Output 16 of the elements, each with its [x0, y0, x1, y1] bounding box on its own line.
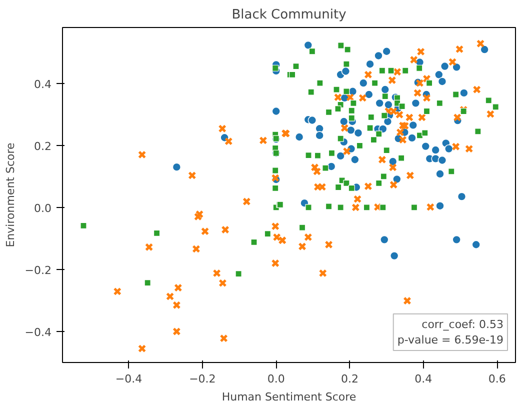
y-tick-label: −0.2 — [24, 264, 52, 277]
y-tick-label: −0.4 — [24, 326, 52, 339]
x-tick-label: 0.0 — [267, 372, 285, 386]
x-tick-label: 0.2 — [341, 372, 359, 386]
x-tick-label: −0.2 — [189, 372, 216, 386]
x-tick-label: 0.4 — [414, 372, 432, 386]
annotation: corr_coef: 0.53 — [422, 318, 504, 331]
y-tick-label: 0.2 — [34, 140, 52, 153]
x-tick-label: −0.4 — [115, 372, 142, 386]
y-tick-label: 0.0 — [34, 202, 52, 215]
annotation: p-value = 6.59e-19 — [397, 334, 504, 346]
x-tick-label: 0.6 — [488, 372, 506, 386]
y-axis-title: Environment Score — [4, 142, 17, 248]
chart-title: Black Community — [232, 8, 347, 22]
x-axis-title: Human Sentiment Score — [222, 390, 356, 404]
y-tick-label: 0.4 — [34, 78, 52, 91]
